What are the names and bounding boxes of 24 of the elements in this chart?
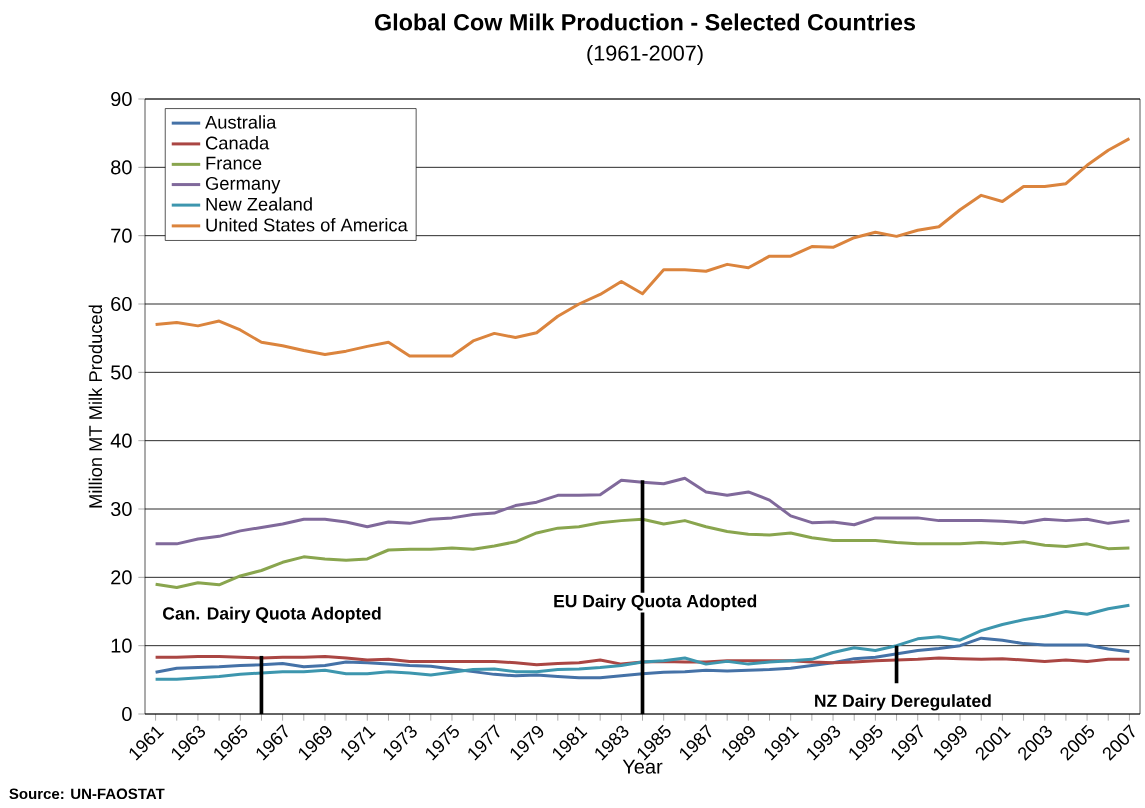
legend-label: Australia xyxy=(205,115,277,129)
legend-label: Germany xyxy=(205,176,281,194)
x-axis-title: Year xyxy=(622,759,663,774)
y-tick-label: 0 xyxy=(122,706,132,722)
y-tick-label: 10 xyxy=(111,638,132,653)
legend-label: France xyxy=(206,156,262,170)
y-tick-label: 90 xyxy=(111,91,132,107)
y-tick-label: 40 xyxy=(110,433,132,448)
y-axis-title: Million MT Milk Produced xyxy=(88,305,103,508)
chart-subtitle: (1961-2007) xyxy=(587,44,703,66)
ref-line-label: EU Dairy Quota Adopted xyxy=(554,594,757,611)
source-note: Source: UN-FAOSTAT xyxy=(9,788,165,800)
legend-label: New Zealand xyxy=(206,197,312,211)
y-tick-label: 50 xyxy=(111,365,132,380)
y-tick-label: 20 xyxy=(111,570,132,585)
ref-line-label: NZ Dairy Deregulated xyxy=(815,694,991,711)
y-tick-label: 80 xyxy=(111,160,132,175)
y-tick-label: 30 xyxy=(110,501,132,517)
legend-label: United States of America xyxy=(206,218,408,232)
y-tick-label: 60 xyxy=(111,296,132,312)
chart-title: Global Cow Milk Production - Selected Countries xyxy=(375,13,916,31)
ref-line-label: Can. Dairy Quota Adopted xyxy=(163,606,381,624)
y-tick-label: 70 xyxy=(111,228,132,243)
legend-label: Canada xyxy=(205,136,270,150)
